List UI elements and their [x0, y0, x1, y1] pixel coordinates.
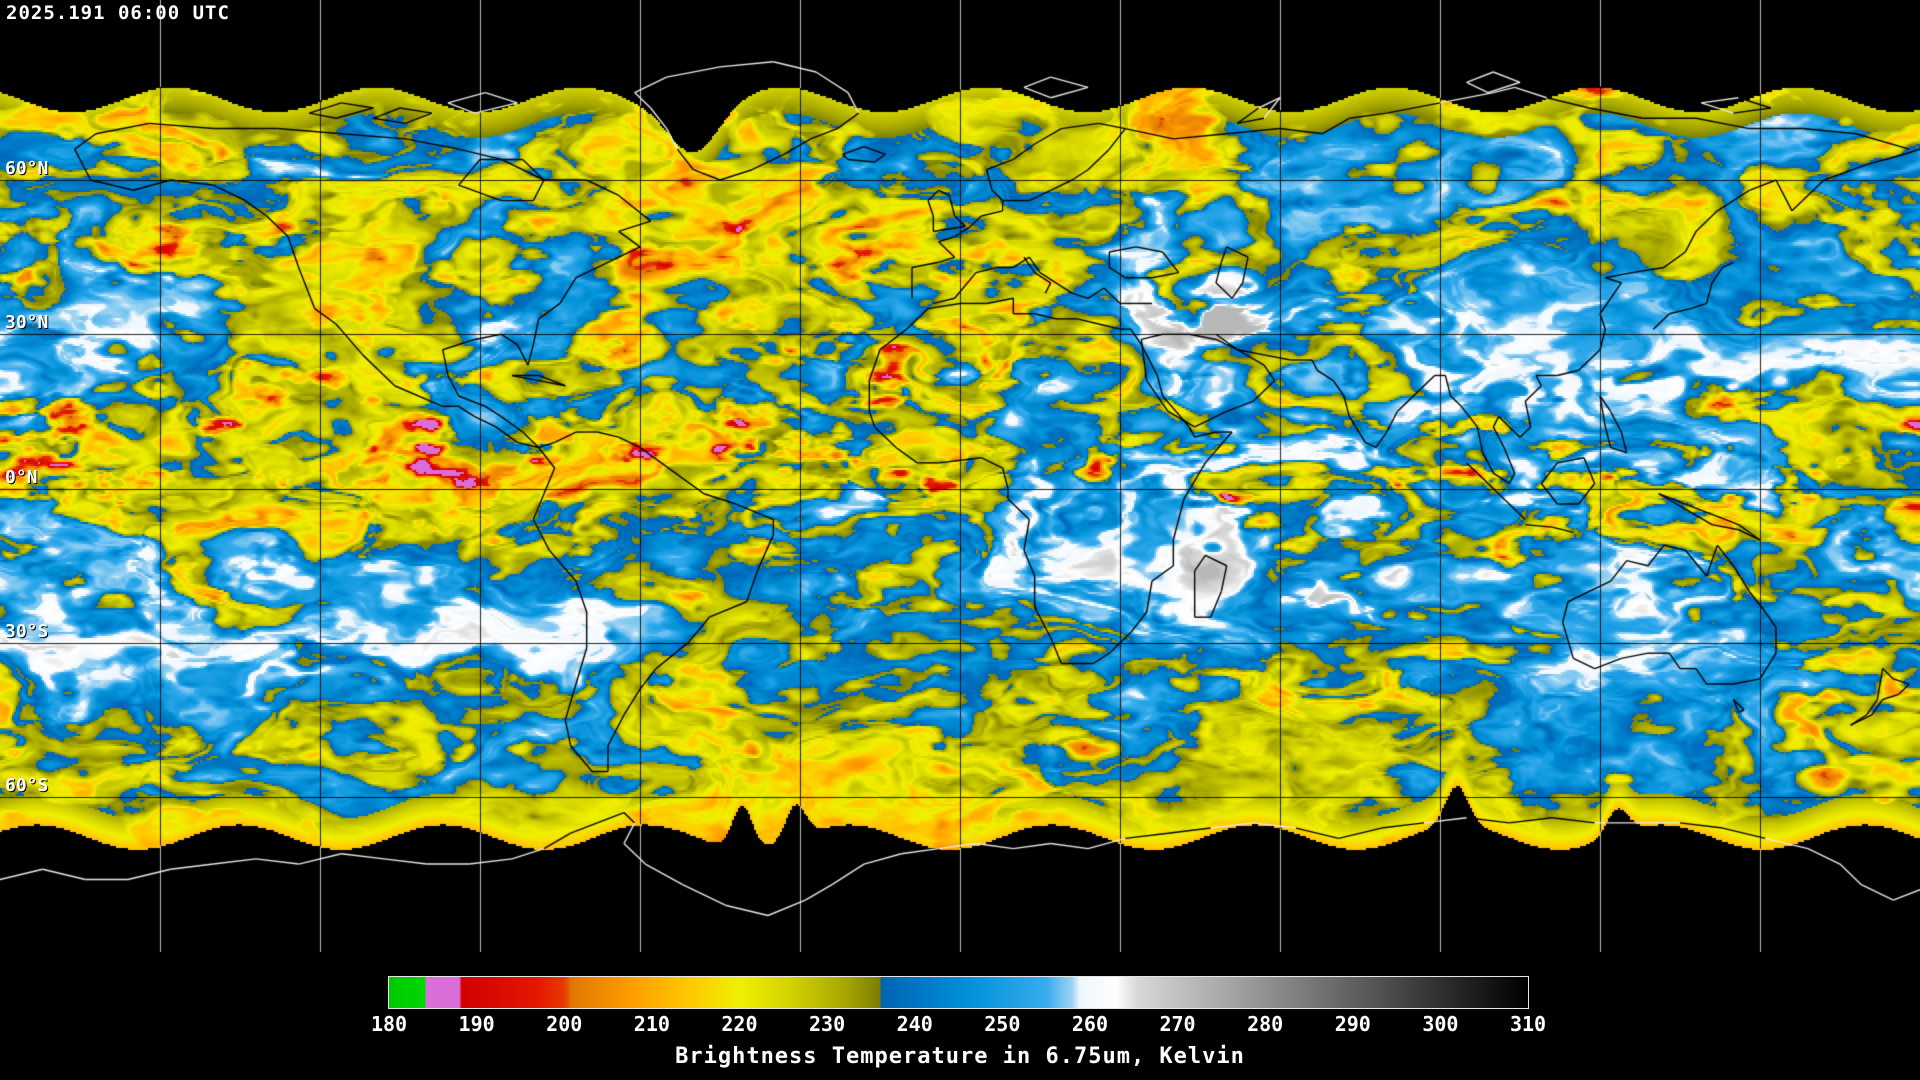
colorbar-tick-280: 280 [1247, 1012, 1284, 1036]
colorbar-tick-260: 260 [1071, 1012, 1108, 1036]
colorbar-tick-250: 250 [984, 1012, 1021, 1036]
timestamp: 2025.191 06:00 UTC [6, 2, 230, 24]
colorbar-tick-230: 230 [809, 1012, 846, 1036]
colorbar-tick-300: 300 [1422, 1012, 1459, 1036]
colorbar-tick-190: 190 [458, 1012, 495, 1036]
world-map-canvas [0, 0, 1920, 952]
colorbar-legend: 180 190 200 210 220 230 240 250 260 270 280 290 300 3… [0, 952, 1920, 1080]
colorbar-caption: Brightness Temperature in 6.75um, Kelvin [675, 1044, 1245, 1069]
colorbar-tick-180: 180 [370, 1012, 408, 1036]
colorbar-tick-290: 290 [1334, 1012, 1371, 1036]
colorbar-tick-210: 210 [633, 1012, 670, 1036]
colorbar-tick-200: 200 [546, 1012, 583, 1036]
colorbar-ticks: 180 190 200 210 220 230 240 250 260 270 280 290 300 3… [371, 1012, 1546, 1038]
colorbar-tick-270: 270 [1159, 1012, 1196, 1036]
colorbar-tick-310: 310 [1509, 1012, 1547, 1036]
colorbar-tick-220: 220 [721, 1012, 758, 1036]
colorbar-tick-240: 240 [896, 1012, 933, 1036]
colorbar [388, 976, 1529, 1009]
